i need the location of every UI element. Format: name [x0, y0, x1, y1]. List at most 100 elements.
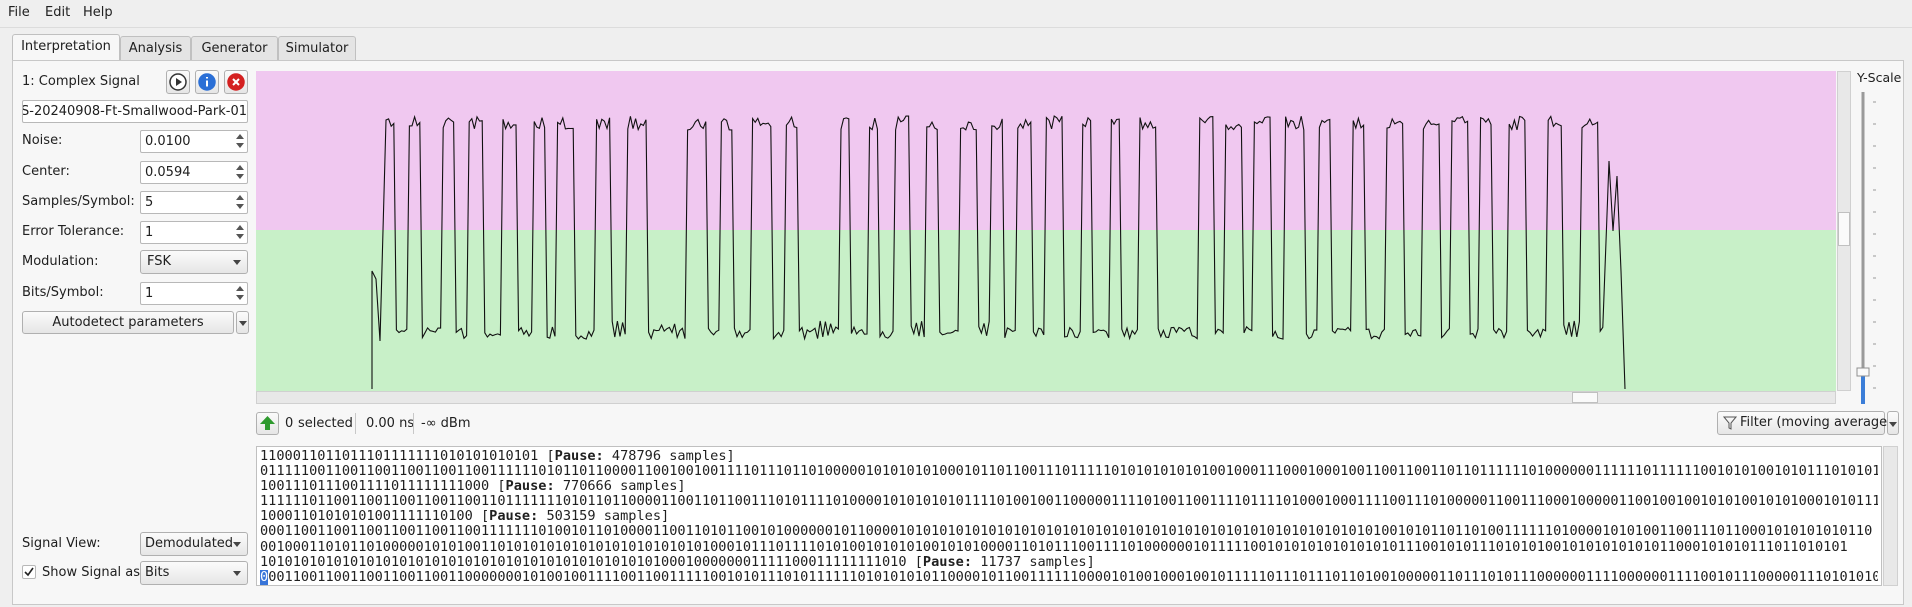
- view-value: Demodulated: [145, 536, 234, 551]
- param-label: Noise:: [22, 133, 63, 148]
- h-scroll-handle[interactable]: [1572, 392, 1598, 403]
- output-line: 1111110110011001100110011001101111111010…: [260, 494, 1878, 509]
- icon-glyph: [260, 416, 275, 430]
- view-label: Show Signal as: [42, 565, 141, 580]
- output-line: 0001100110011001100110011001111111010010…: [260, 524, 1878, 539]
- signal-info-button[interactable]: [195, 70, 219, 94]
- view-combo[interactable]: Demodulated: [140, 532, 248, 556]
- output-text: 1100011011011101111111010101010101 [: [260, 449, 555, 464]
- param-spinbox[interactable]: 0.0594: [140, 161, 248, 184]
- filter-icon: [1723, 416, 1737, 430]
- filter-menu-button[interactable]: [1887, 411, 1899, 435]
- autodetect-menu-button[interactable]: [236, 311, 249, 334]
- file-name-field[interactable]: K0FS-20240908-Ft-Smallwood-Park-01: [22, 100, 248, 123]
- combo-arrow: [1889, 422, 1897, 427]
- view-label: Signal View:: [22, 536, 101, 551]
- output-line: 0001100110011001100110011000000010100100…: [260, 569, 1878, 585]
- param-label: Bits/Symbol:: [22, 285, 104, 300]
- param-spinbox[interactable]: 1: [140, 282, 248, 305]
- param-value: 1: [145, 225, 154, 240]
- tab[interactable]: Simulator: [278, 36, 356, 61]
- output-text: 0111110011001100110011001100111111010110…: [260, 464, 1878, 480]
- param-label: Samples/Symbol:: [22, 194, 135, 209]
- output-line: 10001101010101001111110100 [Pause: 50315…: [260, 509, 1878, 524]
- selection-duration: 0.00 ns: [366, 416, 415, 431]
- view-value: Bits: [145, 565, 170, 580]
- output-line: 1010101010101010101010101010101010101010…: [260, 555, 1878, 570]
- tab[interactable]: Interpretation: [12, 34, 120, 61]
- refresh-button[interactable]: [256, 412, 279, 435]
- spin-down[interactable]: [236, 174, 244, 179]
- v-scrollbar[interactable]: [1837, 71, 1851, 391]
- param-value: 5: [145, 195, 154, 210]
- slider-handle[interactable]: [1856, 367, 1870, 377]
- spin-up[interactable]: [236, 225, 244, 230]
- param-spinbox[interactable]: 5: [140, 191, 248, 214]
- tab[interactable]: Analysis: [120, 36, 191, 61]
- y-scale-label: Y-Scale: [1857, 70, 1902, 85]
- output-text: 11737 samples]: [972, 554, 1095, 570]
- autodetect-button[interactable]: Autodetect parameters: [22, 311, 234, 334]
- spin-up[interactable]: [236, 195, 244, 200]
- filter-button[interactable]: Filter (moving average): [1717, 411, 1892, 435]
- output-line: 1100011011011101111111010101010101 [Paus…: [260, 449, 1878, 464]
- output-line: 1001110111001111011111111000 [Pause: 770…: [260, 479, 1878, 494]
- separator: [355, 413, 356, 434]
- combo-arrow: [239, 321, 247, 326]
- menu-bar: [0, 0, 1912, 28]
- menu-item[interactable]: Help: [83, 5, 113, 20]
- tab-bar: Interpretation Analysis Generator Simulator: [12, 34, 1902, 61]
- close-icon: [227, 73, 245, 91]
- output-text: 0001100110011001100110011001111111010010…: [260, 524, 1873, 540]
- h-scrollbar[interactable]: [256, 391, 1836, 404]
- pause-label: Pause:: [554, 449, 604, 464]
- spin-down[interactable]: [236, 234, 244, 239]
- output-text: 0010001101011010000010101001101010101010…: [260, 539, 1848, 555]
- signal-play-button[interactable]: [166, 70, 190, 94]
- spin-up[interactable]: [236, 286, 244, 291]
- output-text: 770666 samples]: [554, 479, 686, 495]
- spin-down[interactable]: [236, 204, 244, 209]
- menu-item[interactable]: File: [8, 5, 30, 20]
- out-scrollbar[interactable]: [1883, 446, 1898, 586]
- info-icon: [198, 73, 216, 91]
- show-signal-checkbox[interactable]: [22, 565, 36, 579]
- play-icon: [169, 73, 187, 91]
- param-spinbox[interactable]: 0.0100: [140, 130, 248, 153]
- protocol-output[interactable]: 1100011011011101111111010101010101 [Paus…: [256, 446, 1882, 586]
- output-text: 1010101010101010101010101010101010101010…: [260, 554, 923, 570]
- output-line: 0010001101011010000010101001101010101010…: [260, 540, 1878, 555]
- menu-item[interactable]: Edit: [45, 5, 71, 20]
- refresh-icon: [260, 416, 275, 430]
- spin-up[interactable]: [236, 165, 244, 170]
- v-scroll-handle[interactable]: [1838, 212, 1850, 246]
- separator: [413, 413, 414, 434]
- param-spinbox[interactable]: 1: [140, 221, 248, 244]
- tab[interactable]: Generator: [191, 36, 278, 61]
- y-scale-slider[interactable]: [1855, 88, 1885, 408]
- spin-up[interactable]: [236, 134, 244, 139]
- param-combo[interactable]: FSK: [140, 250, 248, 274]
- pause-label: Pause:: [505, 479, 555, 495]
- output-text: 0011001100110011001100110000000101001001…: [268, 569, 1878, 585]
- view-combo[interactable]: Bits: [140, 561, 248, 585]
- param-label: Error Tolerance:: [22, 224, 125, 239]
- param-label: Center:: [22, 164, 70, 179]
- icon-glyph: [1723, 416, 1737, 430]
- output-text: 1111110110011001100110011001101111111010…: [260, 494, 1878, 510]
- signal-view: [256, 71, 1836, 391]
- waveform: [371, 114, 1626, 390]
- slider-ticks: [1873, 101, 1876, 389]
- param-value: FSK: [147, 254, 172, 269]
- spin-down[interactable]: [236, 143, 244, 148]
- spin-down[interactable]: [236, 295, 244, 300]
- output-line: 0111110011001100110011001100111111010110…: [260, 464, 1878, 479]
- output-text: 1001110111001111011111111000 [: [260, 479, 506, 495]
- selection-power: -∞ dBm: [421, 416, 471, 431]
- selected-label: selected: [298, 416, 353, 431]
- signal-close-button[interactable]: [224, 70, 248, 94]
- combo-arrow: [233, 571, 241, 576]
- icon-glyph: [232, 78, 240, 86]
- icon-glyph: [176, 78, 182, 86]
